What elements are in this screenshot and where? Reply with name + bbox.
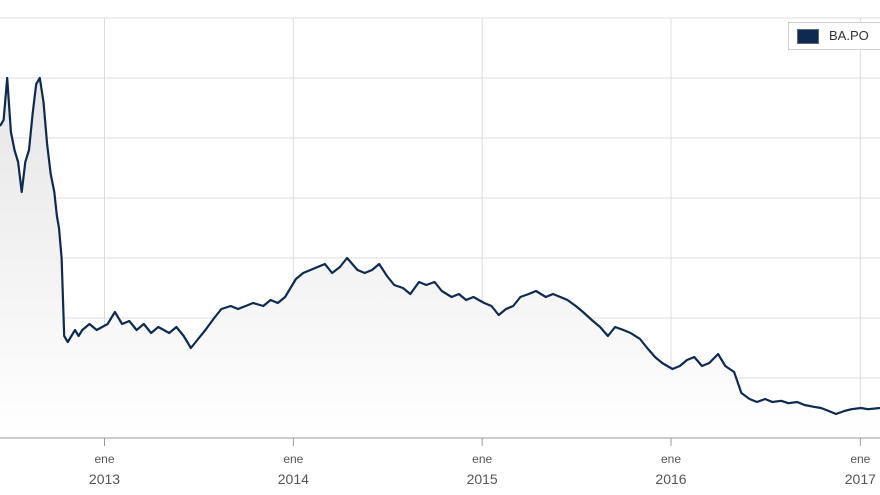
x-tick-label-month: ene bbox=[283, 452, 303, 466]
series-area-ba-po bbox=[0, 78, 880, 438]
x-tick-label-month: ene bbox=[94, 452, 114, 466]
x-tick-label-year: 2017 bbox=[845, 471, 876, 487]
legend-label: BA.PO bbox=[829, 28, 869, 43]
x-tick-label-month: ene bbox=[472, 452, 492, 466]
x-tick-label-year: 2015 bbox=[467, 471, 498, 487]
x-tick-label-year: 2016 bbox=[655, 471, 686, 487]
x-axis-ticks: ene 2013 ene 2014 ene 2015 ene 2016 ene 2017 bbox=[89, 438, 876, 487]
legend-swatch bbox=[797, 29, 819, 44]
x-tick-label-month: ene bbox=[850, 452, 870, 466]
x-tick-label-year: 2014 bbox=[278, 471, 309, 487]
x-tick-label-month: ene bbox=[661, 452, 681, 466]
x-tick-label-year: 2013 bbox=[89, 471, 120, 487]
legend: BA.PO bbox=[788, 22, 880, 50]
series-line-ba-po bbox=[0, 76, 880, 416]
